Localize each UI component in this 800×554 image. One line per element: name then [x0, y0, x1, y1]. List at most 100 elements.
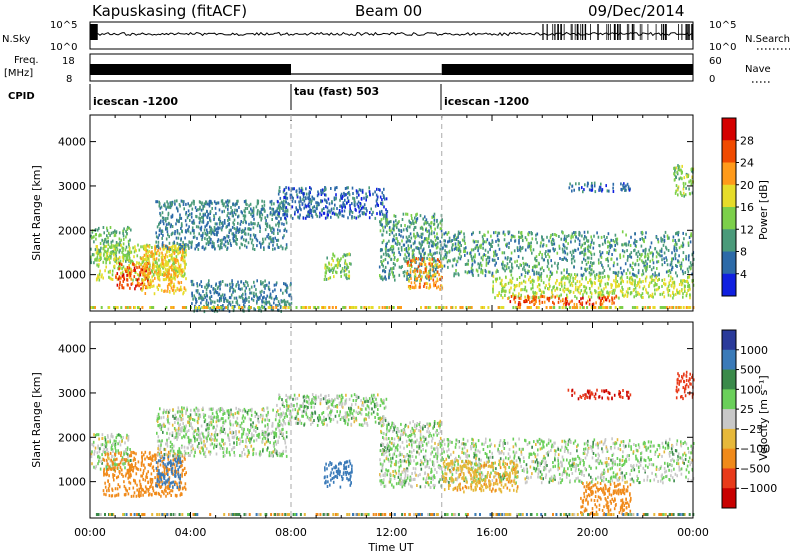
scatter-cell [135, 263, 137, 267]
scatter-cell [621, 249, 624, 253]
scatter-cell [414, 260, 416, 264]
scatter-cell [472, 268, 474, 272]
scatter-cell [467, 262, 469, 266]
scatter-cell [161, 230, 164, 234]
scatter-cell [424, 221, 427, 225]
scatter-cell [110, 256, 112, 260]
scatter-cell [145, 261, 147, 265]
scatter-cell [524, 274, 526, 278]
scatter-cell [193, 235, 196, 239]
scatter-cell [109, 246, 112, 249]
scatter-cell [270, 199, 273, 203]
scatter-cell [305, 192, 308, 196]
scatter-cell [91, 236, 93, 240]
scatter-cell [567, 234, 570, 238]
scatter-cell [195, 297, 197, 301]
scatter-cell [661, 263, 664, 267]
scatter-cell [256, 301, 258, 305]
scatter-cell [495, 239, 497, 243]
scatter-cell [436, 270, 439, 274]
scatter-cell [495, 261, 497, 265]
scatter-cell [178, 265, 181, 269]
scatter-cell [198, 232, 200, 236]
scatter-cell [547, 287, 549, 291]
scatter-cell [264, 308, 266, 311]
scatter-cell [140, 245, 142, 249]
scatter-cell [106, 240, 108, 244]
scatter-cell [576, 296, 578, 300]
scatter-cell [677, 164, 679, 168]
scatter-cell [487, 270, 490, 274]
scatter-cell [97, 264, 100, 268]
scatter-cell [678, 165, 681, 169]
scatter-cell [601, 251, 604, 255]
scatter-cell [468, 270, 471, 274]
scatter-cell [617, 274, 619, 277]
scatter-cell [395, 223, 397, 227]
scatter-cell [435, 246, 438, 250]
scatter-cell [339, 204, 341, 208]
scatter-cell [601, 293, 603, 297]
scatter-cell [437, 237, 439, 240]
scatter-cell [223, 209, 225, 213]
scatter-cell [164, 253, 167, 257]
scatter-cell [477, 273, 480, 277]
scatter-cell [347, 216, 349, 220]
scatter-cell [430, 232, 433, 236]
scatter-cell [506, 244, 508, 248]
scatter-cell [413, 270, 415, 274]
scatter-cell [614, 280, 617, 284]
scatter-cell [486, 238, 489, 242]
scatter-cell [211, 245, 214, 249]
scatter-cell [289, 283, 292, 287]
scatter-cell [674, 239, 676, 242]
scatter-cell [528, 296, 531, 300]
scatter-cell [336, 213, 338, 217]
scatter-cell [682, 292, 684, 296]
scatter-cell [457, 233, 460, 237]
scatter-cell [178, 219, 180, 223]
scatter-cell [616, 257, 618, 261]
scatter-cell [506, 242, 508, 246]
scatter-cell [570, 236, 572, 240]
scatter-cell [556, 294, 558, 298]
scatter-cell [256, 244, 258, 248]
scatter-cell [588, 302, 591, 306]
scatter-cell [532, 299, 534, 303]
scatter-cell [615, 294, 617, 298]
scatter-cell [289, 293, 291, 297]
scatter-cell [236, 226, 238, 230]
scatter-cell [562, 276, 565, 280]
scatter-cell [146, 249, 149, 253]
scatter-cell [114, 229, 116, 233]
scatter-cell [365, 192, 367, 196]
scatter-cell [179, 263, 182, 267]
scatter-cell [177, 273, 180, 277]
scatter-cell [230, 293, 233, 297]
scatter-cell [351, 186, 354, 190]
scatter-cell [531, 251, 533, 255]
scatter-region-5 [155, 199, 288, 251]
scatter-cell [161, 255, 164, 259]
scatter-cell [581, 303, 583, 306]
scatter-cell [602, 293, 605, 297]
scatter-cell [115, 258, 118, 262]
scatter-cell [627, 256, 629, 260]
scatter-cell [428, 278, 431, 282]
scatter-cell [569, 300, 572, 304]
scatter-cell [156, 261, 158, 265]
scatter-cell [193, 202, 195, 206]
scatter-cell [224, 205, 227, 209]
scatter-cell [94, 306, 96, 309]
scatter-cell [421, 258, 423, 262]
scatter-cell [273, 202, 275, 206]
scatter-cell [355, 306, 358, 309]
scatter-cell [189, 219, 191, 222]
scatter-cell [685, 186, 687, 190]
scatter-cell [538, 302, 541, 305]
scatter-cell [250, 207, 252, 211]
scatter-cell [198, 292, 201, 296]
scatter-cell [253, 280, 255, 284]
scatter-cell [607, 252, 610, 256]
scatter-cell [261, 306, 264, 309]
